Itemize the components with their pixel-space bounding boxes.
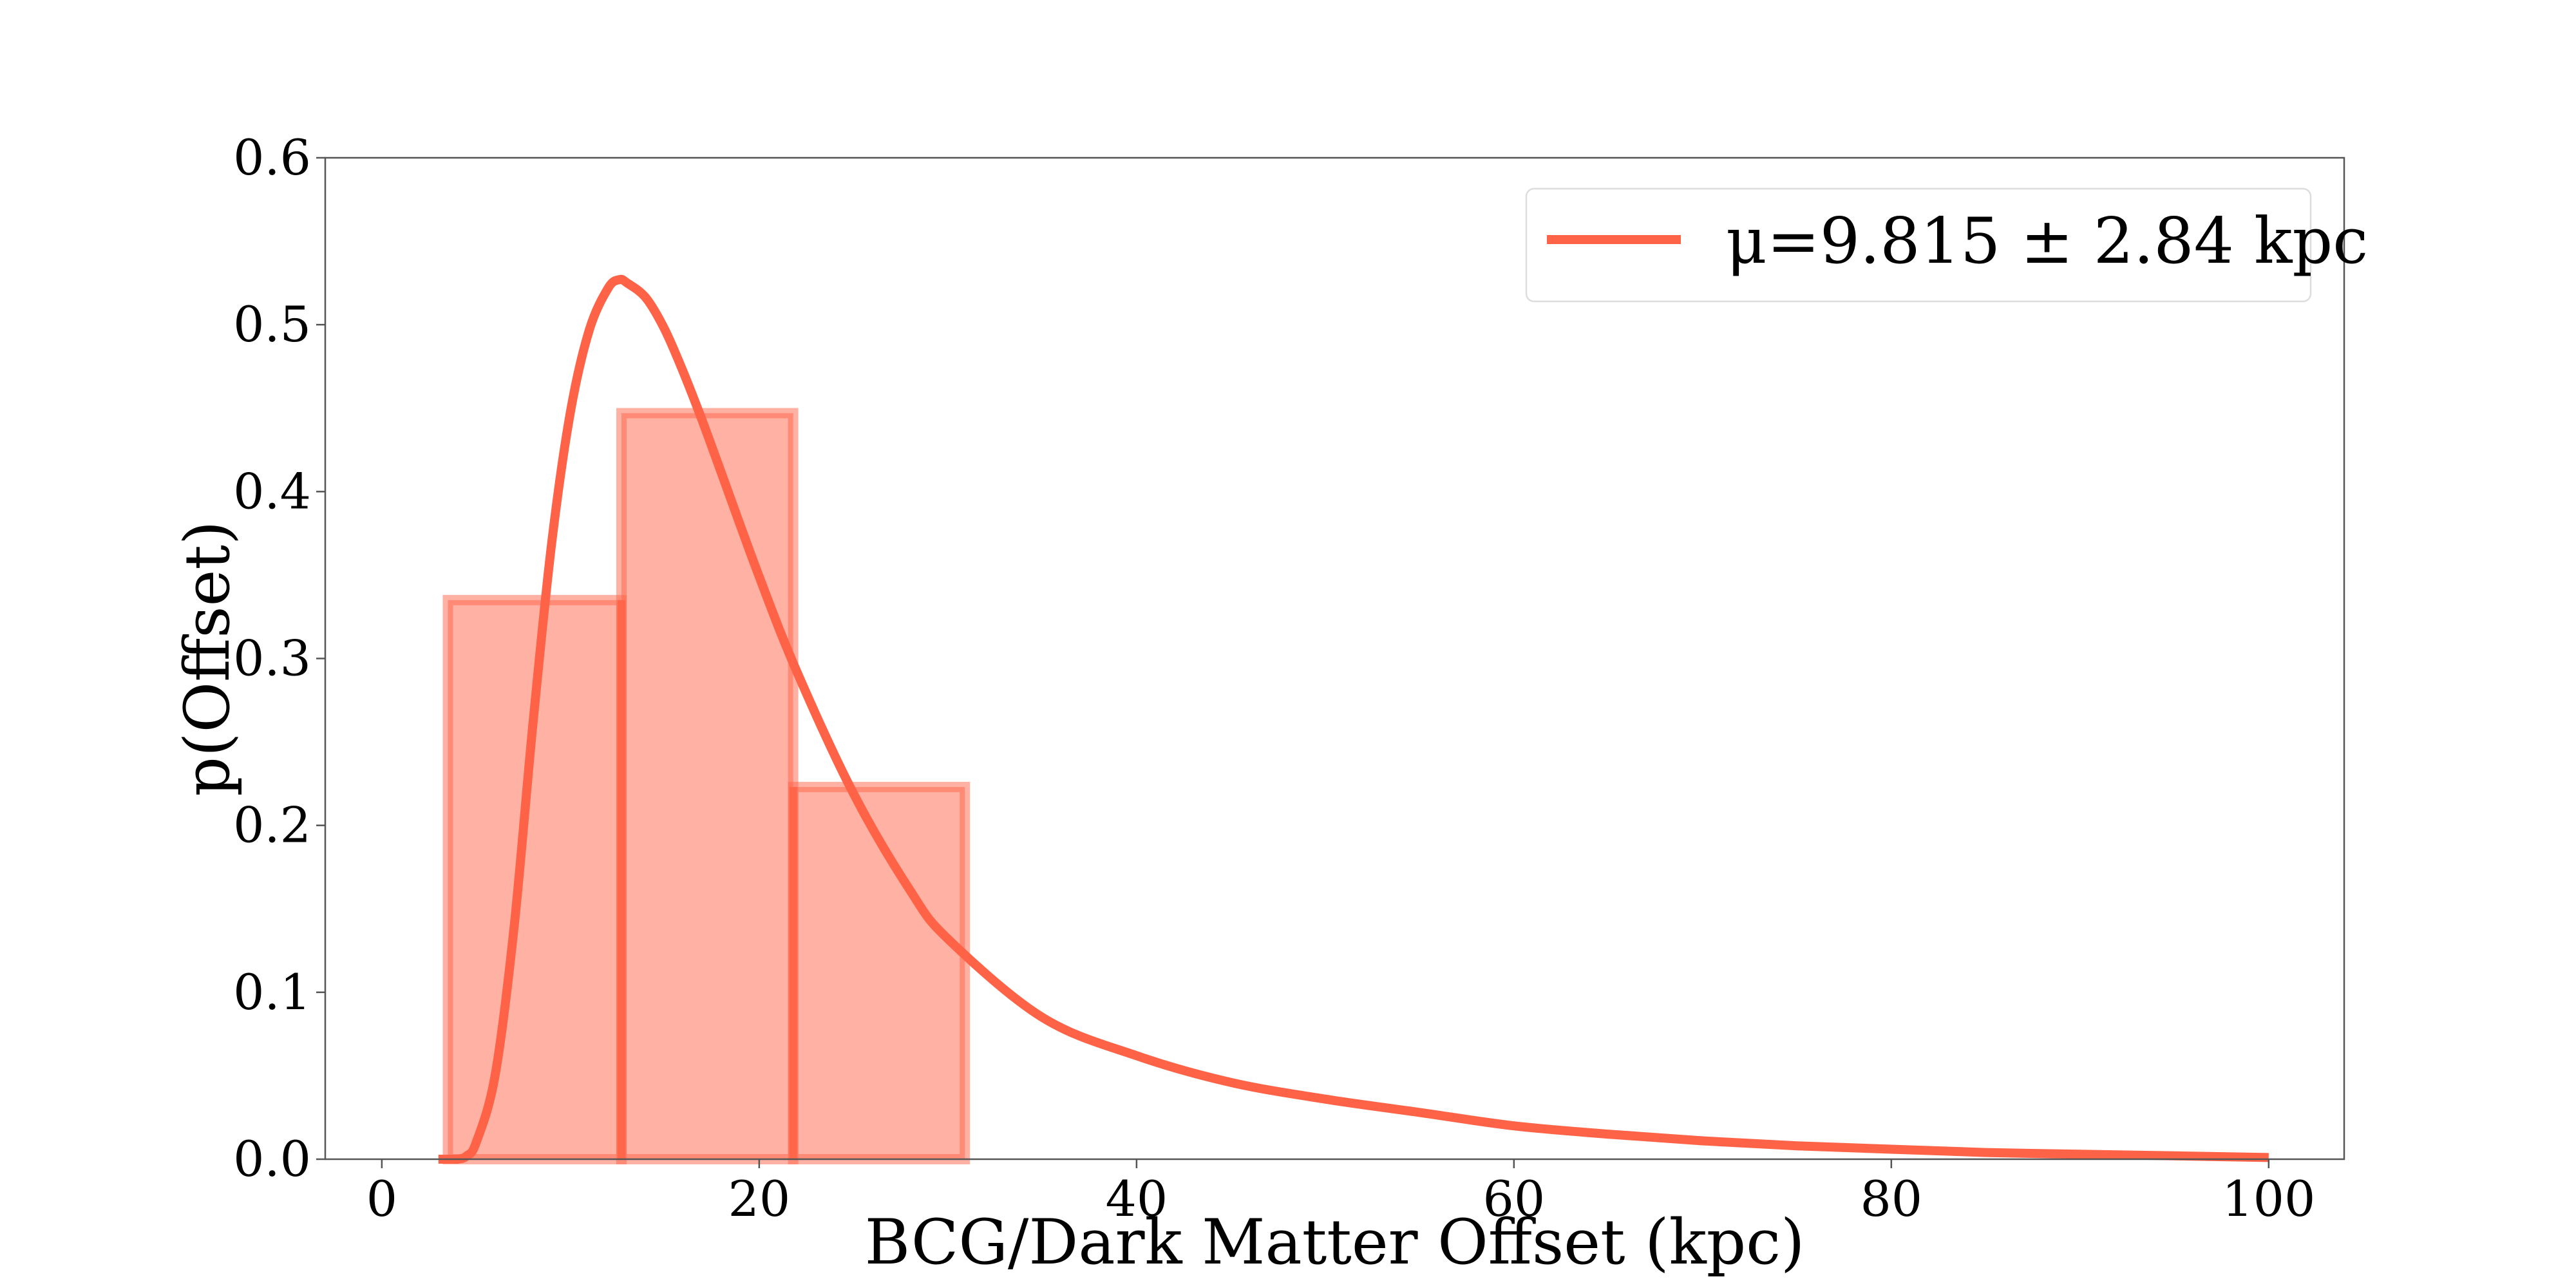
- y-tick-label: 0.4: [233, 462, 311, 520]
- y-tick-label: 0.3: [233, 630, 311, 687]
- x-axis-title: BCG/Dark Matter Offset (kpc): [865, 1206, 1805, 1278]
- y-tick-label: 0.2: [233, 797, 311, 854]
- legend-box: [1525, 187, 2312, 303]
- y-tick-label: 0.6: [233, 129, 311, 186]
- y-tick-label: 0.1: [233, 963, 311, 1021]
- histogram-bars: [442, 408, 971, 1164]
- x-tick-label: 100: [2222, 1170, 2315, 1227]
- x-tick-label: 20: [728, 1170, 791, 1227]
- x-axis-ticks: 0 20 40 60 80 100: [366, 1159, 2315, 1227]
- fit-curve-line: [438, 274, 2269, 1164]
- fit-curve-group: [438, 274, 2269, 1164]
- x-tick-label: 0: [366, 1170, 397, 1227]
- x-tick-label: 60: [1482, 1170, 1545, 1227]
- histogram-bar: [616, 408, 799, 1164]
- x-tick-label: 40: [1106, 1170, 1168, 1227]
- x-tick-label: 80: [1860, 1170, 1922, 1227]
- legend-label: μ=9.815 ± 2.84 kpc: [1726, 205, 2368, 278]
- y-axis-title: p(Offset): [171, 521, 243, 797]
- y-tick-label: 0.0: [233, 1130, 311, 1188]
- y-tick-label: 0.5: [233, 296, 311, 353]
- legend: μ=9.815 ± 2.84 kpc: [1525, 187, 2368, 303]
- y-axis-ticks: 0.0 0.1 0.2 0.3 0.4 0.5 0.6: [233, 129, 325, 1188]
